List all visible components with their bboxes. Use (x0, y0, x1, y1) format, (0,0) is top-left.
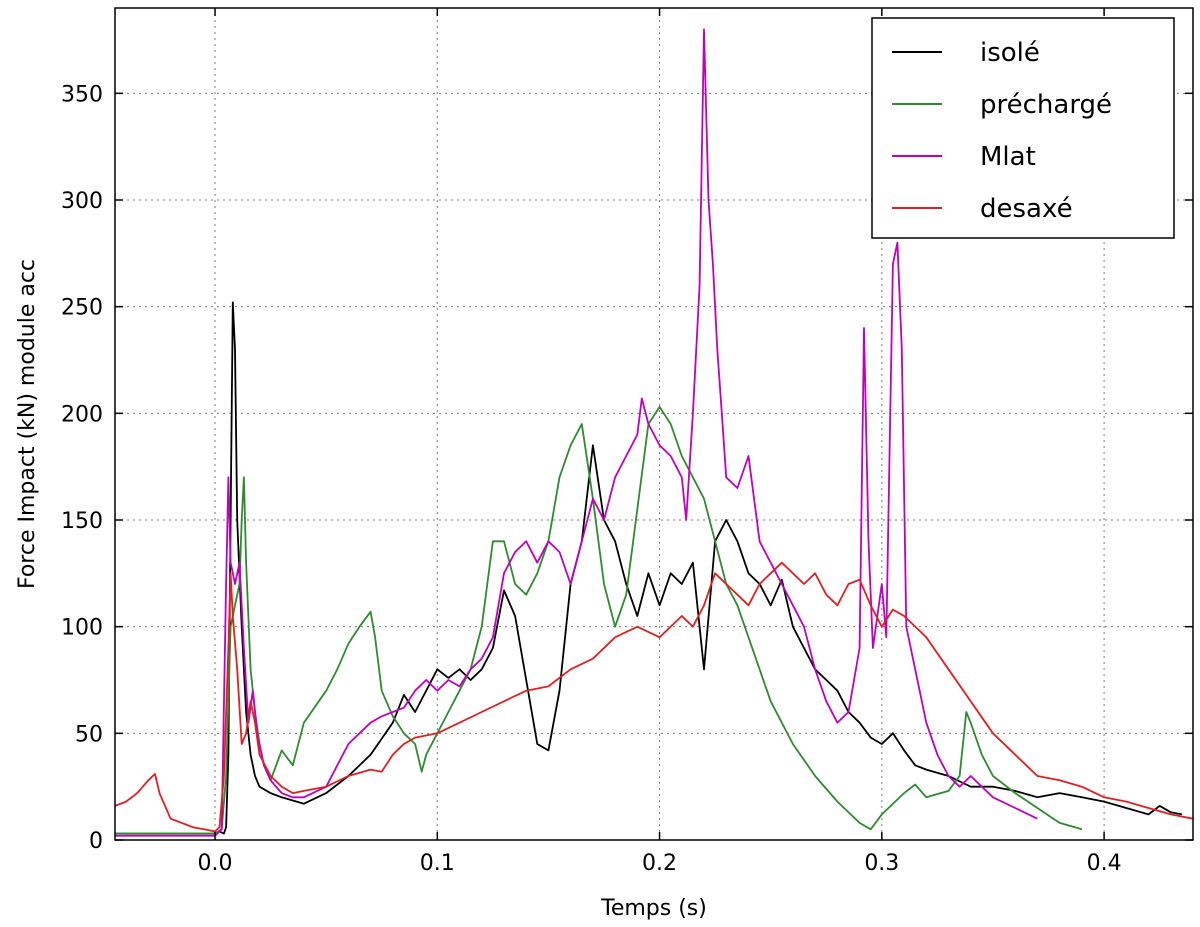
legend-box (871, 17, 1175, 239)
series-line (115, 301, 1183, 835)
y-tick-label: 300 (61, 189, 103, 214)
legend-label: desaxé (980, 194, 1073, 224)
axis-ticks: 0.0 0.1 0.2 0.3 0.4 0 50 100 150 200 250 300 350 (61, 8, 1193, 876)
x-tick-label: 0.4 (1087, 851, 1122, 876)
series-lines (115, 28, 1193, 837)
x-tick-label: 0.3 (864, 851, 899, 876)
y-tick-label: 350 (61, 82, 103, 107)
x-tick-label: 0.1 (420, 851, 455, 876)
y-tick-label: 250 (61, 296, 103, 321)
x-tick-label: 0.0 (198, 851, 233, 876)
legend-label: préchargé (980, 90, 1112, 120)
y-axis-label: Force Impact (kN) module acc (15, 259, 40, 589)
legend-label: Mlat (980, 142, 1036, 172)
x-tick-label: 0.2 (642, 851, 677, 876)
series-line (115, 561, 1193, 833)
plot-area-frame (114, 7, 1194, 841)
y-tick-label: 50 (75, 722, 103, 747)
y-tick-label: 200 (61, 402, 103, 427)
series-line (115, 406, 1083, 835)
series-line (115, 28, 1038, 837)
y-tick-label: 0 (89, 829, 103, 854)
y-tick-label: 100 (61, 616, 103, 641)
y-tick-label: 150 (61, 509, 103, 534)
x-axis-label: Temps (s) (600, 896, 707, 921)
legend: isolé préchargé Mlat desaxé (871, 17, 1175, 239)
legend-label: isolé (980, 38, 1040, 68)
